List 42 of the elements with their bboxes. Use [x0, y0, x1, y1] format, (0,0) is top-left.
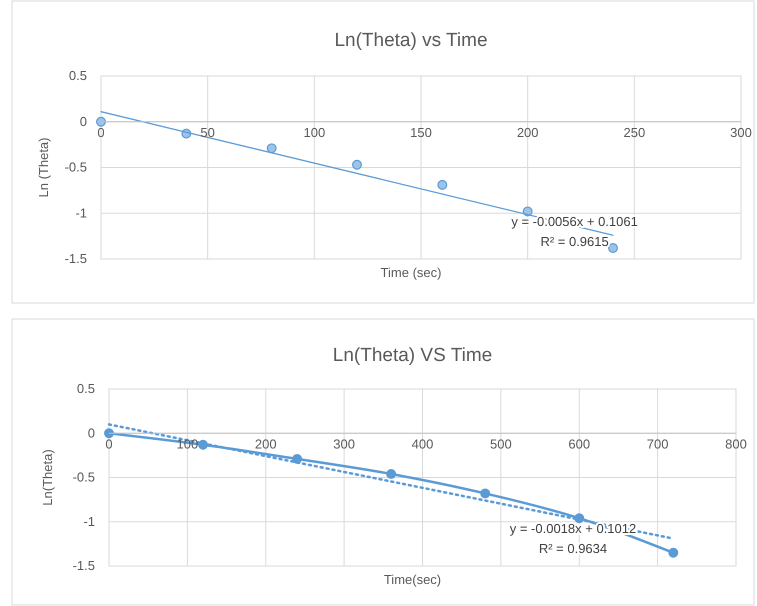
y-tick-label: 0 — [80, 114, 87, 129]
y-tick-label: -0.5 — [64, 160, 87, 175]
point — [96, 116, 106, 127]
y-axis-title: Ln(Theta) — [40, 449, 55, 506]
x-tick-label: 250 — [623, 124, 646, 140]
x-axis-title: Time(sec) — [384, 572, 442, 587]
x-tick-label: 0 — [105, 436, 113, 452]
point — [608, 243, 618, 253]
y-tick-label: 0.5 — [68, 68, 87, 84]
point — [386, 469, 396, 479]
x-tick-label: 0 — [97, 124, 105, 140]
point — [480, 488, 490, 498]
y-tick-label: -0.5 — [72, 470, 95, 485]
y-tick-label: -1.5 — [72, 558, 95, 574]
x-tick-label: 500 — [490, 436, 512, 452]
point — [266, 143, 277, 154]
point — [104, 428, 114, 438]
x-axis-title: Time (sec) — [380, 265, 442, 280]
x-tick-label: 700 — [646, 436, 668, 452]
x-tick-label: 200 — [254, 436, 277, 452]
x-tick-label: 800 — [725, 436, 747, 452]
y-tick-label: 0 — [88, 425, 95, 440]
x-tick-label: 300 — [730, 124, 752, 140]
chart-title: Ln(Theta) VS Time — [332, 345, 492, 366]
x-tick-label: 200 — [516, 124, 539, 140]
x-tick-label: 600 — [568, 436, 590, 452]
x-tick-label: 150 — [410, 124, 432, 140]
point — [437, 180, 448, 190]
x-tick-label: 100 — [303, 124, 326, 140]
x-tick-label: 50 — [200, 124, 215, 140]
point — [668, 548, 678, 558]
y-tick-label: -1.5 — [64, 251, 87, 266]
annotation: R² = 0.9634 — [538, 541, 608, 556]
x-tick-label: 400 — [412, 436, 434, 452]
point — [352, 160, 362, 170]
chart-title: Ln(Theta) vs Time — [334, 30, 488, 51]
x-tick-label: 300 — [333, 436, 355, 452]
y-tick-label: 0.5 — [76, 381, 95, 396]
annotation: R² = 0.9615 — [540, 234, 609, 249]
y-tick-label: -1 — [75, 205, 87, 220]
y-tick-label: -1 — [83, 514, 95, 529]
y-axis-title: Ln (Theta) — [36, 138, 51, 198]
